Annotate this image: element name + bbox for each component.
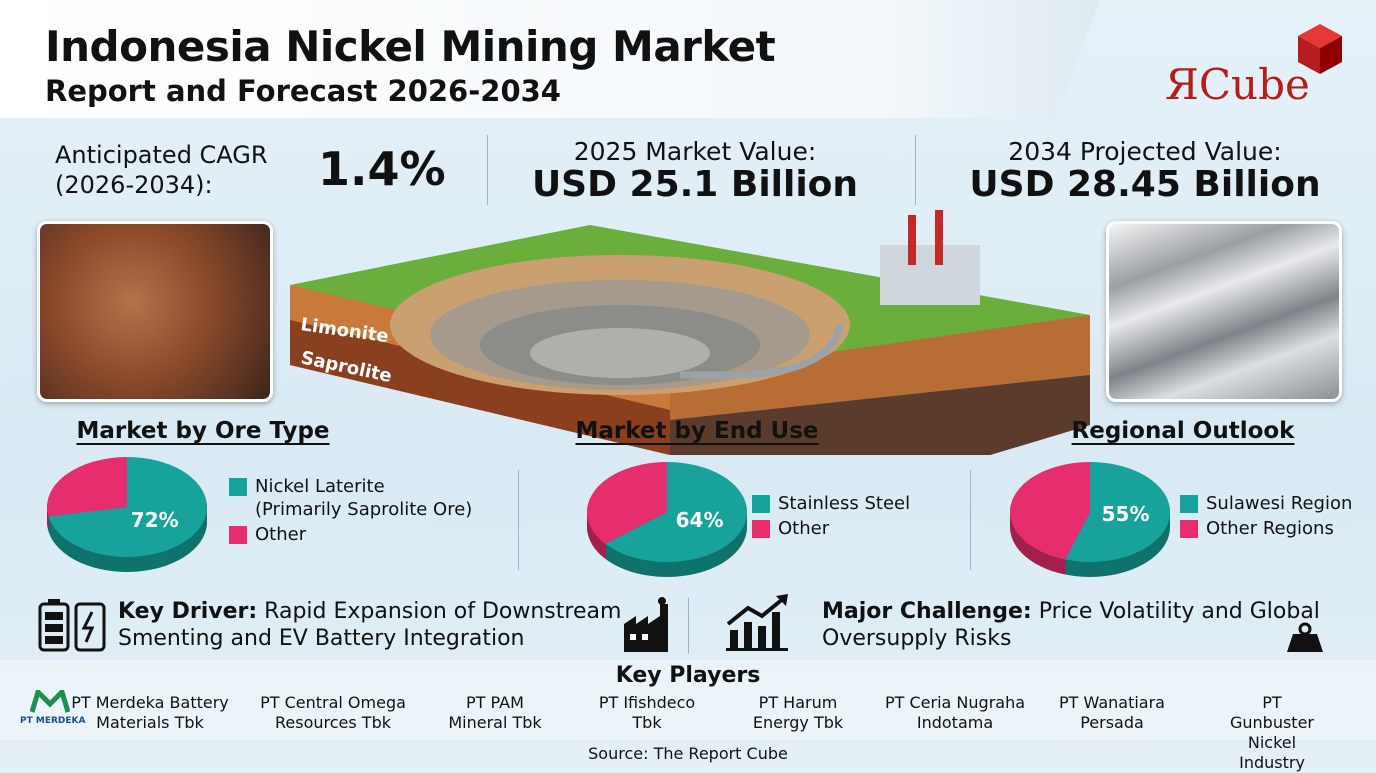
steel-photo [1106, 221, 1342, 402]
legend-label: Other [778, 518, 830, 539]
merdeka-logo-text: PT MERDEKA [20, 716, 86, 726]
divider [688, 598, 689, 654]
ore-photo [37, 221, 273, 402]
legend-swatch [229, 478, 247, 496]
pie-label: 64% [676, 508, 724, 532]
legend-item: Other Regions [1180, 517, 1334, 540]
legend-swatch [1180, 495, 1198, 513]
legend-swatch [1180, 520, 1198, 538]
legend-item: Sulawesi Region [1180, 492, 1352, 515]
key-players-title: Key Players [615, 663, 761, 688]
legend-swatch [229, 526, 247, 544]
key-player: PT Gunbuster Nickel Industry [1229, 693, 1314, 772]
key-driver-text: Rapid Expansion of Downstream Smenting a… [118, 599, 622, 651]
legend-item: Other [229, 523, 306, 546]
pie-slice [1065, 462, 1170, 562]
divider [487, 135, 488, 205]
key-player: PT Central Omega Resources Tbk [260, 693, 406, 732]
legend-label: Sulawesi Region [1206, 493, 1353, 514]
legend-item: Stainless Steel [752, 492, 910, 515]
cagr-label: Anticipated CAGR (2026-2034): [55, 141, 268, 199]
source: Source: The Report Cube [588, 744, 788, 763]
legend-item: Nickel Laterite (Primarily Saprolite Ore… [229, 475, 472, 521]
pie-slice [48, 457, 208, 557]
weight-icon [1287, 622, 1323, 652]
divider [915, 135, 916, 205]
section-title: Market by Ore Type [76, 418, 330, 444]
legend-label: Other Regions [1206, 518, 1334, 539]
legend-swatch [752, 495, 770, 513]
legend-label: Other [255, 524, 307, 545]
key-player: PT Ifishdeco Tbk [598, 693, 696, 732]
divider [970, 470, 971, 570]
key-player: PT Harum Energy Tbk [752, 693, 844, 732]
pie-slice [587, 462, 667, 544]
major-challenge-text: Price Volatility and Global Oversupply R… [822, 599, 1320, 651]
battery-icon [38, 599, 106, 652]
key-player: PT Wanatiara Persada [1059, 693, 1165, 732]
section-title: Regional Outlook [1071, 418, 1295, 444]
legend-item: Other [752, 517, 829, 540]
pie-slice [46, 457, 127, 517]
projected-value: USD 28.45 Billion [969, 164, 1321, 205]
section-title: Market by End Use [575, 418, 819, 444]
key-player: PT Merdeka Battery Materials Tbk [71, 693, 229, 732]
pie-chart: 64% [587, 462, 747, 577]
pie-label: 72% [131, 508, 179, 532]
legend-label: Stainless Steel [778, 493, 911, 514]
legend-swatch [752, 520, 770, 538]
divider [518, 470, 519, 570]
key-driver-label: Key Driver: [118, 599, 258, 624]
pie-chart: 55% [1010, 462, 1170, 577]
key-driver: Key Driver: Rapid Expansion of Downstrea… [118, 598, 628, 652]
subtitle: Report and Forecast 2026-2034 [45, 74, 561, 108]
mine-illustration: Limonite Saprolite [290, 210, 1090, 455]
factory-icon [624, 597, 668, 652]
projected-value-label: 2034 Projected Value: [1008, 137, 1282, 166]
title: Indonesia Nickel Mining Market [45, 22, 776, 71]
pie-chart: 72% [46, 457, 208, 572]
chart-icon [726, 594, 788, 651]
pie-slice [1010, 462, 1090, 560]
market-value: USD 25.1 Billion [531, 164, 859, 205]
players-band [0, 660, 1376, 740]
key-player: PT PAM Mineral Tbk [448, 693, 542, 732]
pie-slice [605, 462, 747, 562]
logo-cube [1298, 24, 1342, 74]
market-value-label: 2025 Market Value: [573, 137, 817, 166]
legend-label: Nickel Laterite (Primarily Saprolite Ore… [255, 476, 473, 520]
cagr-value: 1.4% [318, 142, 446, 196]
header-banner [0, 0, 1100, 118]
major-challenge-label: Major Challenge: [822, 599, 1032, 624]
major-challenge: Major Challenge: Price Volatility and Gl… [822, 598, 1322, 652]
key-player: PT Ceria Nugraha Indotama [884, 693, 1026, 732]
logo: ЯCube [1165, 60, 1310, 109]
pie-label: 55% [1102, 502, 1150, 526]
merdeka-logo [30, 690, 70, 713]
